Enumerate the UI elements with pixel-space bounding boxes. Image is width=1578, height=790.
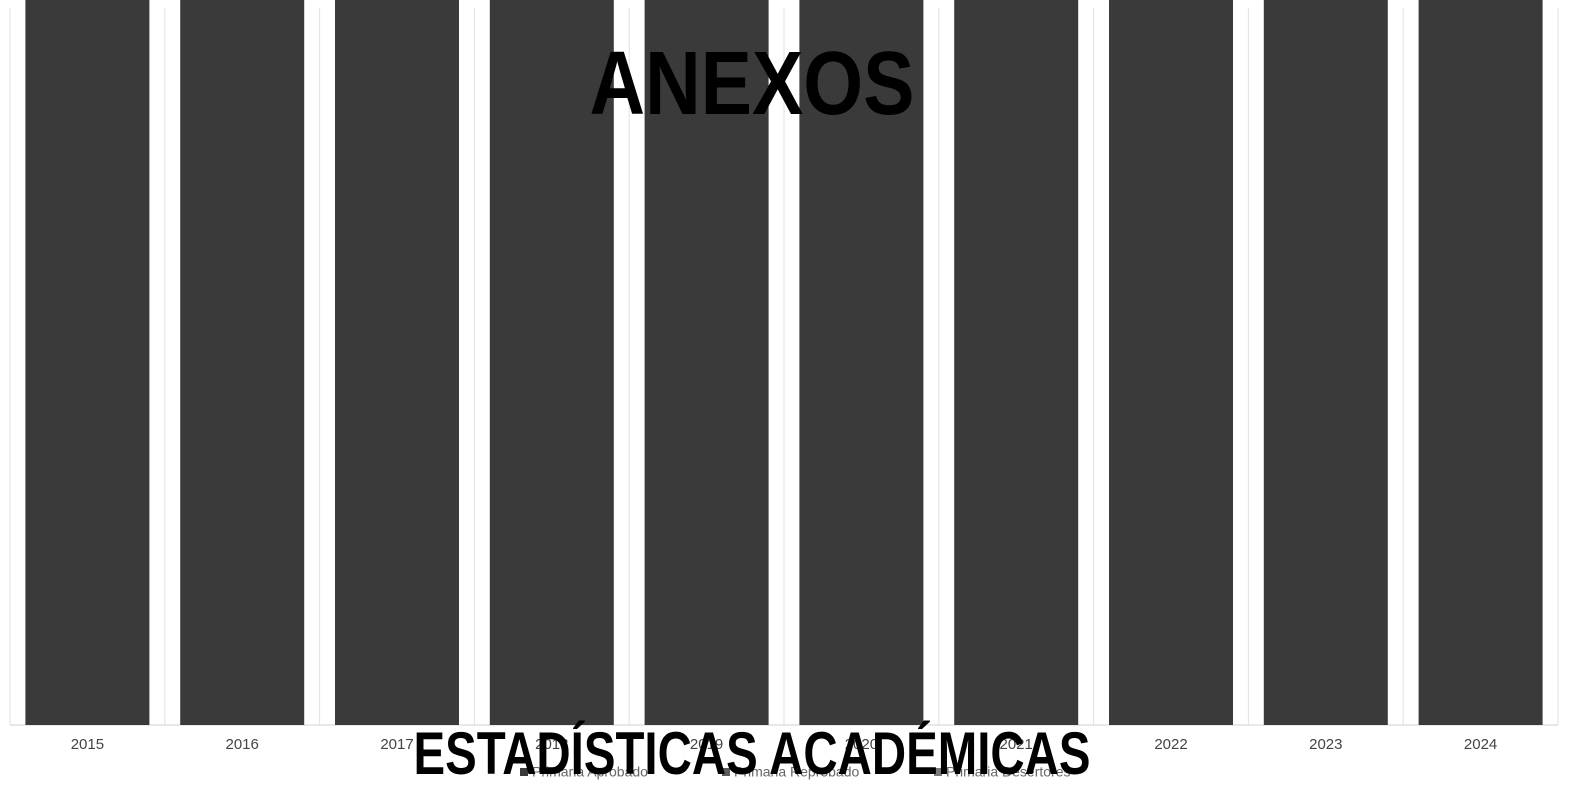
x-tick-label: 2020: [845, 736, 878, 753]
heading: ANEXOS: [590, 34, 915, 134]
legend-label: Primaria Reprobado: [734, 764, 859, 780]
legend-marker: [934, 768, 942, 776]
x-tick-label: 2017: [380, 736, 413, 753]
legend-label: Primaria Aprobado: [532, 764, 648, 780]
x-tick-label: 2023: [1309, 736, 1342, 753]
x-tick-label: 2021: [1000, 736, 1033, 753]
x-tick-label: 2024: [1464, 736, 1497, 753]
legend-marker: [520, 768, 528, 776]
bar-segment: [954, 0, 1079, 725]
bar-segment: [1263, 0, 1388, 725]
legend-label: Primaria Desertores: [946, 764, 1070, 780]
bar-segment: [335, 0, 459, 725]
x-tick-label: 2016: [226, 736, 259, 753]
bar-segment: [644, 0, 769, 725]
bar-segment: [1109, 0, 1233, 725]
bar-segment: [25, 0, 150, 725]
x-tick-label: 2022: [1154, 736, 1187, 753]
bar-segment: [489, 0, 614, 725]
bar-segment: [1418, 0, 1543, 725]
subheading: ESTADÍSTICAS ACADÉMICAS: [414, 720, 1091, 787]
x-tick-label: 2015: [71, 736, 104, 753]
bar-segment: [799, 0, 924, 725]
bar-segment: [180, 0, 305, 725]
x-tick-label: 2019: [690, 736, 723, 753]
legend-marker: [722, 768, 730, 776]
plot-area: 94.1%4.0%1.8%201595.0%3.9%1.0%201694.5%4…: [9, 0, 1559, 780]
x-tick-label: 2018: [535, 736, 568, 753]
